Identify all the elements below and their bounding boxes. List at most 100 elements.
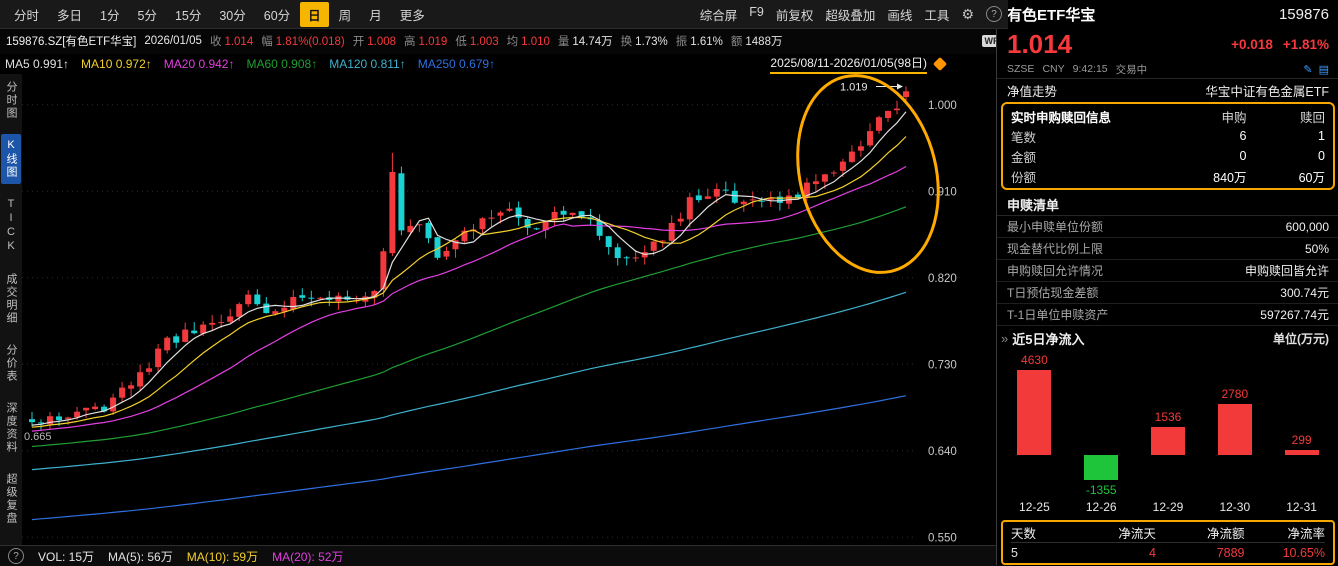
detail-value: 300.74元 (1280, 286, 1329, 300)
quote-field-1: 幅 1.81%(0.018) (261, 33, 345, 49)
exchange-label: SZSE (1007, 63, 1035, 75)
symbol-label[interactable]: 159876.SZ[有色ETF华宝] (6, 36, 137, 48)
date-range[interactable]: 2025/08/11-2026/01/05(98日) (770, 54, 927, 74)
period-tab-4[interactable]: 15分 (174, 8, 202, 23)
quote-field-value: 1.014 (224, 36, 254, 48)
period-tab-1[interactable]: 多日 (57, 8, 83, 23)
period-tab-10[interactable]: 更多 (399, 8, 425, 23)
flow-bar-column-2: 1536 (1135, 350, 1202, 500)
sidebar-item-4[interactable]: 分价表 (5, 344, 17, 383)
realtime-row-0: 笔数 6 1 (1011, 126, 1325, 146)
ma-value-4: MA120 0.811↑ (329, 57, 406, 71)
stats-value-0: 5 (1011, 545, 1018, 560)
svg-text:1.019: 1.019 (840, 82, 868, 94)
status-item-2: MA(10): 59万 (186, 549, 259, 564)
realtime-row-label: 笔数 (1011, 130, 1037, 145)
status-help-icon[interactable]: ? (8, 548, 24, 564)
toolbar-item-3[interactable]: 超级叠加 (825, 8, 876, 23)
sidebar-item-3[interactable]: 成交明细 (5, 273, 17, 325)
detail-value: 600,000 (1285, 219, 1329, 234)
sidebar-item-5[interactable]: 深度资料 (5, 402, 17, 454)
kline-chart-area[interactable]: 1.000 0.910 0.820 0.730 0.640 0.550 1.019 0.665 (22, 74, 996, 545)
ma-value-5: MA250 0.679↑ (417, 57, 496, 71)
detail-value: 申购赎回皆允许 (1244, 264, 1329, 278)
quote-field-value: 1.73% (635, 36, 668, 48)
period-tab-5[interactable]: 30分 (219, 8, 246, 23)
replay-icon[interactable] (932, 56, 948, 72)
toolbar-item-2[interactable]: 前复权 (775, 8, 814, 23)
stats-header-2: 净流额 (1206, 527, 1245, 541)
period-tab-0[interactable]: 分时 (14, 8, 40, 23)
quote-field-value: 1.81%(0.018) (275, 36, 345, 48)
status-items: VOL: 15万 MA(5): 56万 MA(10): 59万 MA(20): 52万 (38, 548, 343, 565)
quote-field-value: 1.003 (469, 36, 499, 48)
quote-field-value: 14.74万 (572, 36, 613, 48)
toolbar-right-items: 综合屏 F9 前复权 超级叠加 画线 工具 (700, 5, 950, 24)
flow-bar-column-0: 4630 (1001, 350, 1068, 500)
period-tab-9[interactable]: 月 (369, 8, 382, 23)
sidebar-item-2[interactable]: TICK (5, 198, 17, 254)
toolbar-item-0[interactable]: 综合屏 (699, 8, 738, 23)
realtime-box-header: 实时申购赎回信息 申购 赎回 (1011, 106, 1325, 126)
grid-icon[interactable]: ▤ (1318, 63, 1329, 76)
sidebar-item-0[interactable]: 分时图 (5, 81, 17, 120)
realtime-row-2: 份额 840万 60万 (1011, 166, 1325, 186)
flow-bar (1150, 426, 1185, 455)
quote-field-7: 换 1.73% (621, 33, 668, 49)
svg-text:0.665: 0.665 (24, 431, 52, 443)
fund-name: 华宝中证有色金属ETF (1205, 84, 1329, 99)
ma-value-2: MA20 0.942↑ (163, 57, 235, 71)
detail-label: T日预估现金差额 (1007, 286, 1099, 300)
detail-value: 597267.74元 (1260, 308, 1329, 322)
toolbar-item-1[interactable]: F9 (749, 4, 764, 19)
quote-field-value: 1.61% (690, 36, 723, 48)
sidebar-item-6[interactable]: 超级复盘 (5, 473, 17, 525)
flow-bar-value: 299 (1291, 432, 1312, 447)
period-tab-3[interactable]: 5分 (137, 8, 157, 23)
last-price: 1.014 (1007, 28, 1073, 59)
meta-icons: ✎ ▤ (1303, 63, 1329, 76)
detail-row-3: T日预估现金差额 300.74元 (997, 282, 1338, 304)
subscribe-value: 840万 (1213, 170, 1247, 185)
detail-label: 最小申赎单位份额 (1007, 220, 1104, 234)
redeem-col-header: 赎回 (1299, 110, 1325, 125)
help-icon[interactable]: ? (986, 6, 1002, 22)
meta-row: SZSE CNY 9:42:15 交易中 ✎ ▤ (997, 60, 1338, 79)
stats-value-3: 10.65% (1282, 545, 1325, 560)
period-tab-2[interactable]: 1分 (100, 8, 120, 23)
flow-unit: 单位(万元) (1273, 331, 1329, 346)
ma-value-1: MA10 0.972↑ (81, 57, 152, 71)
quote-fields: 收 1.014 幅 1.81%(0.018) 开 1.008 高 1.019 低 1.003 均 1.… (210, 33, 783, 49)
period-tabs: 分时 多日 1分 5分 15分 30分 60分日周 月 更多 (6, 1, 433, 27)
subscribe-value: 0 (1239, 149, 1247, 163)
volume-status-bar: ? VOL: 15万 MA(5): 56万 MA(10): 59万 MA(20): 5… (0, 545, 1012, 566)
subscribe-value: 6 (1239, 129, 1247, 143)
flow-bar-column-3: 2780 (1201, 350, 1268, 500)
ma-value-0: MA5 0.991↑ (5, 57, 70, 71)
detail-row-0: 最小申赎单位份额 600,000 (997, 216, 1338, 238)
stats-value-row: 5 4 7889 10.65% (1011, 543, 1325, 562)
quote-field-4: 低 1.003 (455, 33, 498, 49)
detail-row-1: 现金替代比例上限 50% (997, 238, 1338, 260)
toolbar-item-5[interactable]: 工具 (924, 8, 950, 23)
realtime-subscription-box: 实时申购赎回信息 申购 赎回 笔数 6 1 金额 0 0 份额 840万 60万 (1001, 102, 1335, 190)
quote-field-label: 收 (209, 36, 222, 48)
svg-text:1.000: 1.000 (928, 100, 957, 112)
stats-value-2: 7889 (1216, 545, 1245, 560)
edit-icon[interactable]: ✎ (1303, 63, 1313, 76)
redeem-value: 60万 (1298, 170, 1325, 185)
nav-label[interactable]: 净值走势 (1007, 84, 1058, 99)
toolbar-item-4[interactable]: 画线 (887, 8, 913, 23)
quote-field-label: 换 (620, 36, 633, 48)
status-item-0: VOL: 15万 (38, 549, 95, 564)
period-tab-7[interactable]: 日 (300, 1, 329, 27)
gear-icon[interactable]: ⚙ (961, 5, 974, 22)
realtime-title: 实时申购赎回信息 (1011, 110, 1112, 125)
period-tab-8[interactable]: 周 (338, 8, 352, 23)
chevron-icon[interactable]: » (1001, 330, 1009, 346)
sidebar-item-1[interactable]: K线图 (1, 134, 21, 184)
detail-label: 申购赎回允许情况 (1007, 264, 1104, 278)
stock-code: 159876 (1278, 5, 1329, 23)
quote-field-3: 高 1.019 (404, 33, 447, 49)
period-tab-6[interactable]: 60分 (263, 8, 291, 23)
